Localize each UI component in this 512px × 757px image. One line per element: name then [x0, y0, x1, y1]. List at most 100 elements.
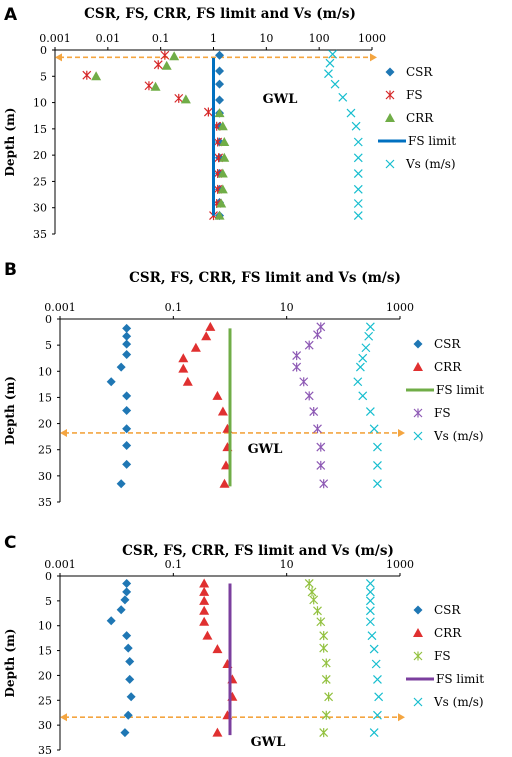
data-point [324, 692, 334, 702]
gwl-label: GWL [263, 92, 298, 107]
data-point [180, 94, 191, 104]
legend-marker [385, 67, 395, 77]
data-point [199, 605, 210, 615]
series-vs-m-s [353, 322, 382, 489]
y-tick-label: 15 [33, 123, 47, 136]
data-point [123, 643, 133, 653]
y-tick-label: 5 [45, 339, 52, 352]
data-point [169, 51, 180, 61]
data-point [319, 728, 329, 738]
data-point [358, 353, 368, 363]
y-tick-label: 30 [33, 202, 47, 215]
data-point [214, 108, 225, 118]
data-point [319, 643, 329, 653]
data-point [199, 586, 210, 596]
x-tick-label: 1000 [358, 32, 386, 45]
x-tick-label: 0.1 [165, 558, 183, 571]
data-point [217, 184, 228, 194]
data-point [217, 121, 228, 131]
legend-item: CRR [413, 626, 462, 640]
y-tick-label: 20 [33, 149, 47, 162]
gwl-arrow-left [60, 428, 67, 437]
y-tick-label: 30 [38, 470, 52, 483]
data-point [346, 108, 356, 118]
legend-marker [413, 605, 423, 615]
data-point [182, 376, 193, 386]
data-point [353, 169, 363, 178]
legend-marker [385, 90, 395, 100]
legend-item: FS limit [406, 672, 484, 686]
legend-label: FS limit [408, 134, 456, 148]
legend-item: Vs (m/s) [385, 157, 456, 171]
data-point [353, 137, 363, 147]
x-tick-label: 0.1 [152, 32, 170, 45]
data-point [373, 674, 382, 684]
data-point [190, 342, 201, 352]
y-tick-label: 10 [38, 620, 52, 633]
gwl-arrow-left [60, 713, 67, 722]
data-point [353, 211, 363, 221]
legend-item: Vs (m/s) [413, 429, 484, 443]
data-point [116, 362, 126, 372]
x-tick-label: 0.001 [44, 301, 76, 314]
y-axis-label: Depth (m) [3, 629, 17, 698]
data-point [373, 710, 382, 720]
y-tick-label: 20 [38, 669, 52, 682]
legend-marker [413, 408, 423, 418]
data-point [219, 152, 230, 162]
legend-label: FS [406, 88, 423, 102]
data-point [361, 343, 371, 353]
y-tick-label: 35 [38, 744, 52, 757]
data-point [212, 390, 223, 400]
panel-a: A CSR, FS, CRR, FS limit and Vs (m/s) 0.00… [3, 5, 456, 241]
data-point [150, 81, 161, 91]
data-point [355, 362, 365, 372]
data-point [215, 66, 225, 76]
x-tick-label: 100 [309, 32, 330, 45]
x-tick-label: 0.01 [96, 32, 121, 45]
panel-c: C CSR, FS, CRR, FS limit and Vs (m/s) 0.00… [3, 533, 484, 757]
panel-letter: C [4, 533, 16, 553]
data-point [120, 728, 130, 738]
data-point [201, 331, 212, 341]
data-point [178, 363, 189, 373]
data-point [353, 199, 363, 208]
legend-item: CRR [413, 360, 462, 374]
y-tick-label: 10 [38, 365, 52, 378]
data-point [216, 198, 227, 208]
data-point [199, 616, 210, 626]
y-axis-label: Depth (m) [3, 376, 17, 445]
legend-marker [413, 697, 423, 707]
legend-item: FS [413, 406, 451, 420]
data-point [199, 595, 210, 605]
data-point [330, 79, 340, 89]
data-point [178, 353, 189, 363]
data-point [212, 727, 223, 737]
data-point [319, 631, 329, 641]
data-point [217, 168, 228, 178]
series-csr [106, 323, 132, 489]
legend-item: CRR [385, 111, 434, 125]
legend-label: FS [434, 406, 451, 420]
data-point [304, 391, 314, 401]
data-point [144, 81, 154, 91]
legend-label: CRR [434, 360, 462, 374]
data-point [153, 60, 163, 70]
data-point [202, 630, 213, 640]
data-point [313, 606, 322, 616]
legend-item: FS [413, 649, 451, 663]
data-point [307, 587, 317, 597]
legend-label: CRR [406, 111, 434, 125]
data-point [160, 50, 170, 60]
data-point [324, 69, 333, 79]
legend-label: Vs (m/s) [433, 429, 484, 443]
data-point [358, 391, 368, 401]
data-point [316, 322, 326, 332]
data-point [313, 330, 322, 340]
data-point [215, 50, 225, 60]
data-point [122, 459, 132, 469]
series-csr [215, 50, 225, 221]
legend-item: FS limit [378, 134, 456, 148]
data-point [122, 424, 132, 434]
